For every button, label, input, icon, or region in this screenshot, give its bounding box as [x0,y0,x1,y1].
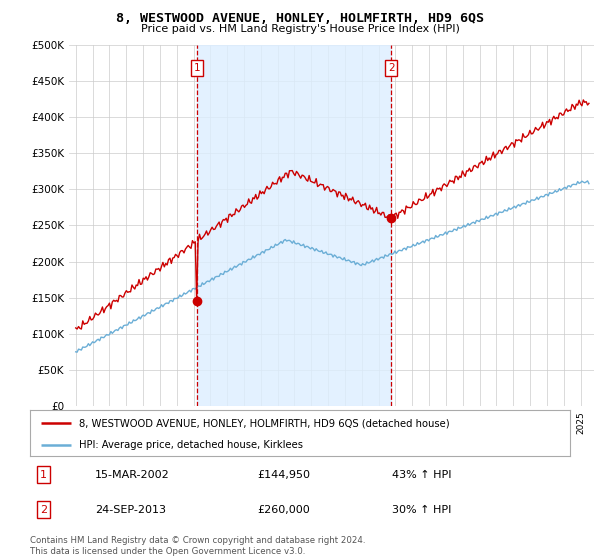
Text: 1: 1 [40,470,47,479]
Text: 8, WESTWOOD AVENUE, HONLEY, HOLMFIRTH, HD9 6QS (detached house): 8, WESTWOOD AVENUE, HONLEY, HOLMFIRTH, H… [79,418,449,428]
Text: HPI: Average price, detached house, Kirklees: HPI: Average price, detached house, Kirk… [79,440,302,450]
Text: Contains HM Land Registry data © Crown copyright and database right 2024.
This d: Contains HM Land Registry data © Crown c… [30,536,365,556]
Text: 30% ↑ HPI: 30% ↑ HPI [392,505,451,515]
Text: 15-MAR-2002: 15-MAR-2002 [95,470,170,479]
Text: Price paid vs. HM Land Registry's House Price Index (HPI): Price paid vs. HM Land Registry's House … [140,24,460,34]
Text: 43% ↑ HPI: 43% ↑ HPI [392,470,451,479]
Text: 1: 1 [194,63,200,73]
Text: 8, WESTWOOD AVENUE, HONLEY, HOLMFIRTH, HD9 6QS: 8, WESTWOOD AVENUE, HONLEY, HOLMFIRTH, H… [116,12,484,25]
Text: 24-SEP-2013: 24-SEP-2013 [95,505,166,515]
Text: £260,000: £260,000 [257,505,310,515]
Bar [197,45,391,406]
Text: 2: 2 [40,505,47,515]
Text: £144,950: £144,950 [257,470,310,479]
Text: 2: 2 [388,63,395,73]
